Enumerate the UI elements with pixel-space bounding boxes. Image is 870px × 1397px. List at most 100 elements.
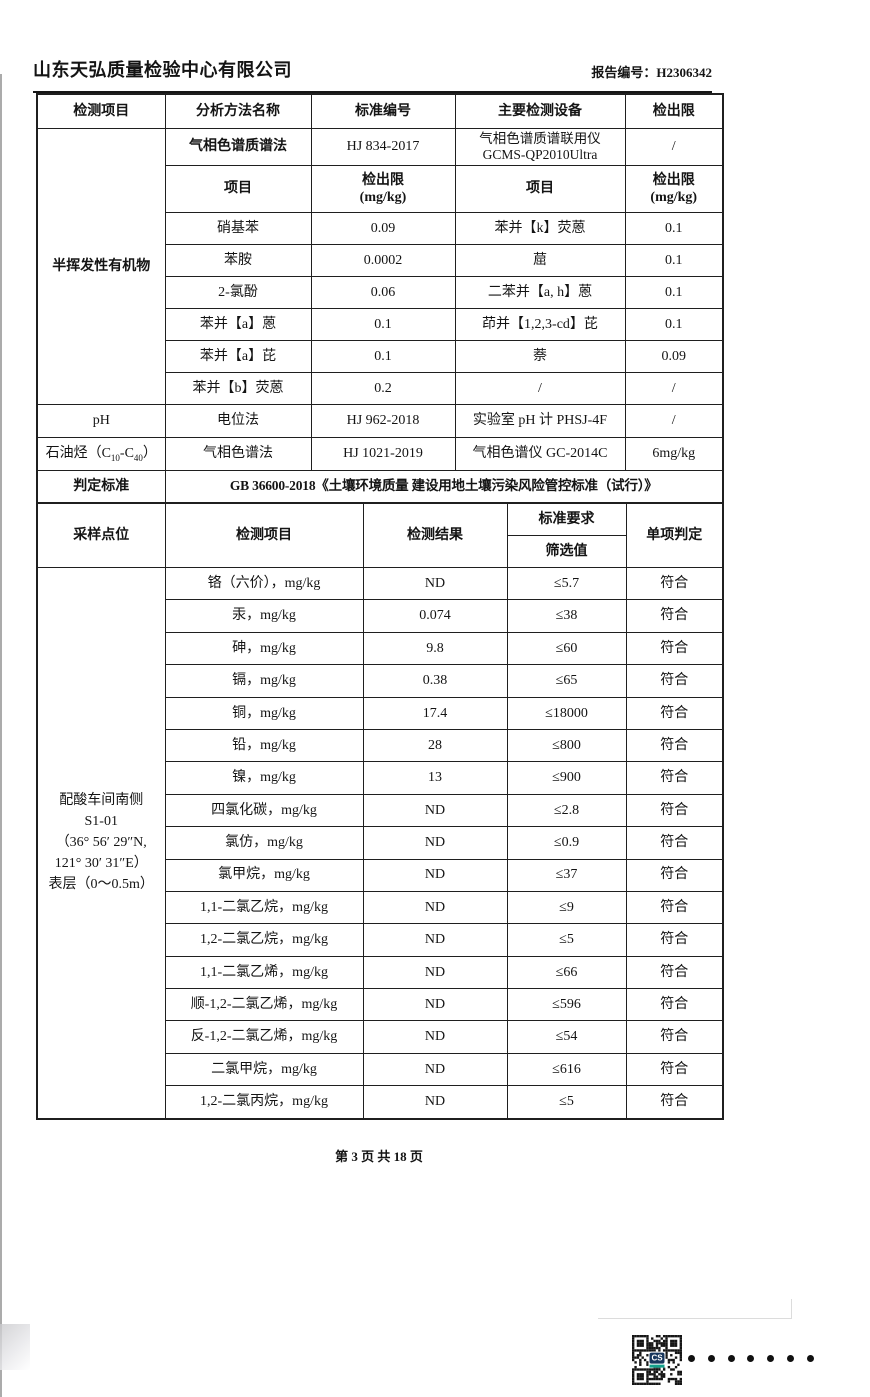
- result-row: 1,2-二氯乙烷，mg/kg ND ≤5 符合: [37, 923, 724, 957]
- svoc-item-row: 硝基苯 0.09 苯并【k】荧蒽 0.1: [37, 212, 724, 245]
- svoc-method-cell: 气相色谱质谱法: [164, 128, 312, 166]
- qr-logo-underline: [649, 1364, 665, 1368]
- judgment-cell: 符合: [625, 890, 724, 925]
- svoc-item-left: 苯并【b】荧蒽: [164, 372, 312, 405]
- col-header-method: 分析方法名称: [164, 93, 312, 129]
- result-item-cell: 四氯化碳，mg/kg: [164, 793, 364, 828]
- result-item-cell: 镉，mg/kg: [164, 664, 364, 698]
- screening-value-cell: ≤5.7: [506, 566, 627, 601]
- svoc-limit-left: 0.09: [310, 212, 456, 245]
- result-value-cell: 17.4: [362, 696, 508, 730]
- screening-value-cell: ≤60: [506, 631, 627, 666]
- judgment-cell: 符合: [625, 826, 724, 860]
- result-value-cell: 13: [362, 761, 508, 795]
- company-name: 山东天弘质量检验中心有限公司: [33, 60, 292, 80]
- sample-point-line: S1-01: [84, 814, 118, 830]
- result-item-cell: 镍，mg/kg: [164, 761, 364, 795]
- svoc-limit-right: 0.09: [624, 340, 724, 373]
- col-header-requirement: 标准要求: [506, 502, 627, 536]
- result-value-cell: ND: [362, 1085, 508, 1120]
- dot-marks: [688, 1355, 814, 1362]
- judgment-cell: 符合: [625, 664, 724, 698]
- result-row: 配酸车间南侧 S1-01 （36° 56′ 29″N, 121° 30′ 31″…: [36, 566, 724, 1120]
- judgment-cell: 符合: [625, 728, 724, 763]
- subheader-limit: 检出限 (mg/kg): [624, 165, 724, 213]
- judgment-cell: 符合: [625, 761, 724, 795]
- result-table: 采样点位 检测项目 检测结果 标准要求 单项判定 筛选值 配酸车间南侧 S1-0…: [36, 502, 724, 1120]
- col-header-limit: 检出限: [624, 93, 724, 129]
- svoc-limit-right: 0.1: [624, 308, 724, 341]
- screening-value-cell: ≤65: [506, 664, 627, 698]
- result-value-cell: 9.8: [362, 631, 508, 666]
- result-item-cell: 1,2-二氯乙烷，mg/kg: [164, 923, 364, 957]
- result-item-cell: 氯甲烷，mg/kg: [164, 858, 364, 892]
- result-value-cell: ND: [362, 890, 508, 925]
- result-row: 1,1-二氯乙烷，mg/kg ND ≤9 符合: [37, 890, 724, 925]
- paper-corner-shadow: [0, 1324, 30, 1370]
- result-item-cell: 反-1,2-二氯乙烯，mg/kg: [164, 1020, 364, 1054]
- scanned-report-page: 山东天弘质量检验中心有限公司 报告编号：H2306342 检测项目 分析方法名称…: [0, 56, 870, 1397]
- result-row: 镍，mg/kg 13 ≤900 符合: [37, 761, 724, 795]
- screening-value-cell: ≤900: [506, 761, 627, 795]
- result-item-cell: 铬（六价），mg/kg: [164, 566, 364, 601]
- subheader-limit: 检出限 (mg/kg): [310, 165, 456, 213]
- result-item-cell: 铜，mg/kg: [164, 696, 364, 730]
- criteria-label: 判定标准: [36, 470, 166, 504]
- svoc-item-left: 苯并【a】蒽: [164, 308, 312, 341]
- qr-code: CS: [632, 1335, 682, 1385]
- col-header-item: 检测项目: [36, 93, 166, 129]
- col-header-equipment: 主要检测设备: [454, 93, 626, 129]
- page-number: 第 3 页 共 18 页: [335, 1148, 423, 1164]
- svoc-limit-left: 0.1: [310, 340, 456, 373]
- tph-method: 气相色谱法: [164, 437, 312, 471]
- criteria-value: GB 36600-2018《土壤环境质量 建设用地土壤污染风险管控标准（试行）》: [164, 470, 724, 504]
- qr-logo-text: CS: [649, 1352, 665, 1364]
- sample-point-cell: 配酸车间南侧 S1-01 （36° 56′ 29″N, 121° 30′ 31″…: [36, 566, 166, 1120]
- ph-item: pH: [36, 404, 166, 438]
- result-item-cell: 顺-1,2-二氯乙烯，mg/kg: [164, 988, 364, 1022]
- judgment-cell: 符合: [625, 1052, 724, 1087]
- result-item-cell: 砷，mg/kg: [164, 631, 364, 666]
- tph-row: 石油烃（C10-C40） 气相色谱法 HJ 1021-2019 气相色谱仪 GC…: [36, 437, 724, 471]
- dot: [806, 1355, 814, 1362]
- screening-value-cell: ≤9: [506, 890, 627, 925]
- result-row: 氯仿，mg/kg ND ≤0.9 符合: [37, 826, 724, 860]
- screening-value-cell: ≤18000: [506, 696, 627, 730]
- judgment-cell: 符合: [625, 923, 724, 957]
- judgment-cell: 符合: [625, 599, 724, 633]
- svoc-subheader-row: 项目 检出限 (mg/kg) 项目 检出限 (mg/kg): [37, 165, 724, 213]
- svoc-limit-cell: /: [624, 128, 724, 166]
- col-header-result: 检测结果: [362, 502, 508, 568]
- result-row: 顺-1,2-二氯乙烯，mg/kg ND ≤596 符合: [37, 988, 724, 1022]
- result-value-cell: ND: [362, 826, 508, 860]
- svoc-limit-left: 0.06: [310, 276, 456, 309]
- col-header-judgment: 单项判定: [625, 502, 724, 568]
- sample-point-line: 表层（0～0.5m）: [48, 877, 154, 893]
- screening-value-cell: ≤596: [506, 988, 627, 1022]
- judgment-cell: 符合: [625, 696, 724, 730]
- dot: [727, 1355, 735, 1362]
- tph-item: 石油烃（C10-C40）: [36, 437, 166, 471]
- result-item-cell: 1,2-二氯丙烷，mg/kg: [164, 1085, 364, 1120]
- result-row: 镉，mg/kg 0.38 ≤65 符合: [37, 664, 724, 698]
- col-header-sample-point: 采样点位: [36, 502, 166, 568]
- screening-value-cell: ≤800: [506, 728, 627, 763]
- screening-value-cell: ≤5: [506, 923, 627, 957]
- screening-value-cell: ≤37: [506, 858, 627, 892]
- svoc-item-right: 二苯并【a, h】蒽: [454, 276, 626, 309]
- result-row: 氯甲烷，mg/kg ND ≤37 符合: [37, 858, 724, 892]
- result-value-cell: ND: [362, 955, 508, 990]
- ph-standard: HJ 962-2018: [310, 404, 456, 438]
- svoc-item-left: 苯并【a】芘: [164, 340, 312, 373]
- tph-equipment: 气相色谱仪 GC-2014C: [454, 437, 626, 471]
- result-value-cell: ND: [362, 858, 508, 892]
- result-header-row: 采样点位 检测项目 检测结果 标准要求 单项判定: [36, 502, 724, 568]
- svoc-limit-right: 0.1: [624, 212, 724, 245]
- equipment-line1: 气相色谱质谱联用仪: [479, 131, 601, 146]
- tph-limit: 6mg/kg: [624, 437, 724, 471]
- dot: [787, 1355, 795, 1362]
- svoc-standard-cell: HJ 834-2017: [310, 128, 456, 166]
- svoc-item-row: 苯并【b】荧蒽 0.2 / /: [37, 372, 724, 405]
- screening-value-cell: ≤38: [506, 599, 627, 633]
- svoc-limit-right: 0.1: [624, 276, 724, 309]
